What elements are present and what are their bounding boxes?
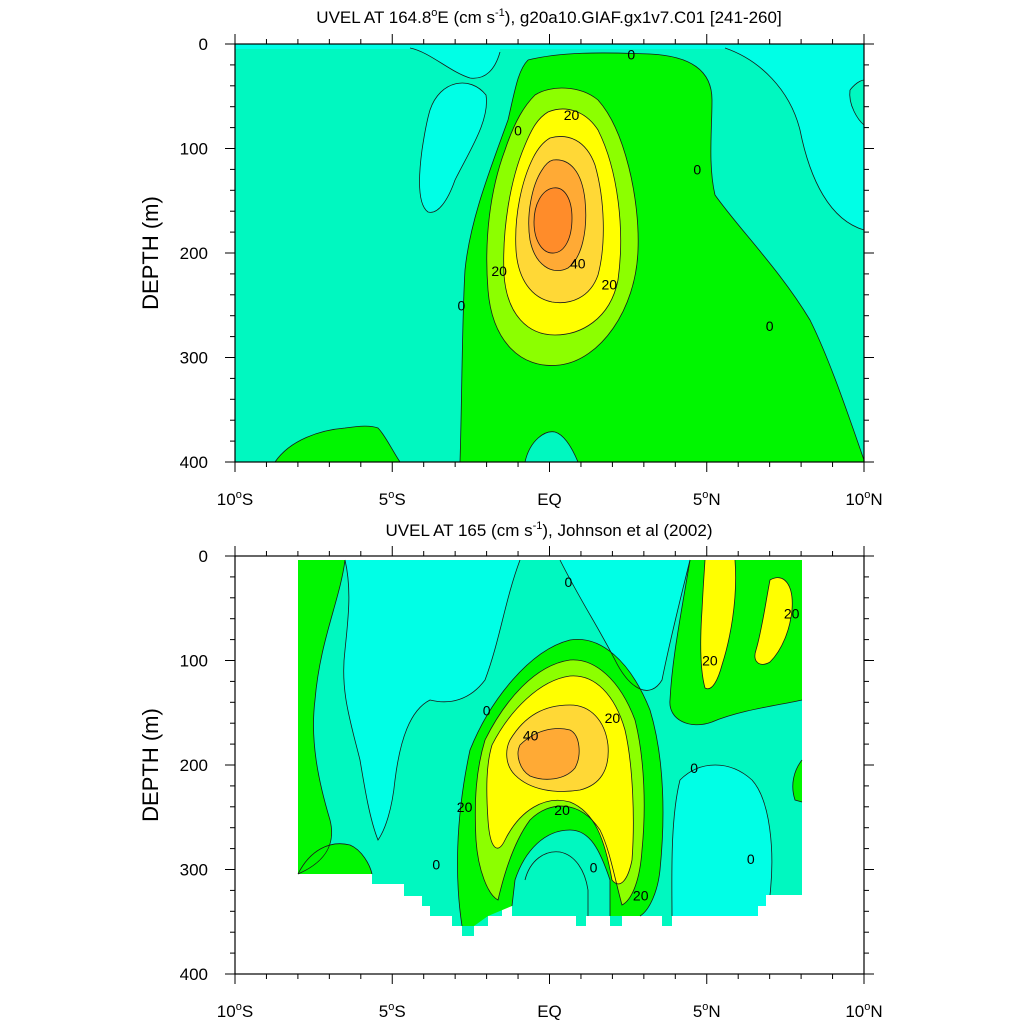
panel-1-plot-area: 0 0 20 0 20 40 20 0 0 bbox=[235, 44, 865, 463]
contour-label: 40 bbox=[570, 255, 586, 271]
panel-2-region-neg-north bbox=[560, 560, 690, 691]
contour-label: 20 bbox=[605, 710, 621, 726]
panel-1-region-east-pocket bbox=[849, 80, 864, 125]
x-tick-label: EQ bbox=[537, 1002, 562, 1021]
contour-label: 0 bbox=[690, 760, 698, 776]
x-tick-label: 10oS bbox=[217, 1001, 253, 1021]
panel-2-x-axis: 10oS 5oS EQ 5oN 10oN bbox=[217, 546, 883, 1021]
panel-2-contour-labels: 0 20 20 0 40 20 0 20 20 0 0 0 20 bbox=[432, 574, 799, 904]
y-tick-label: 300 bbox=[180, 861, 208, 880]
y-tick-label: 200 bbox=[180, 244, 208, 263]
panel-1-region-neg-top bbox=[410, 48, 500, 79]
y-tick-label: 200 bbox=[180, 756, 208, 775]
contour-label: 20 bbox=[601, 276, 617, 292]
contour-label: 0 bbox=[693, 161, 701, 177]
panel-2: UVEL AT 165 (cm s-1), Johnson et al (200… bbox=[138, 520, 883, 1021]
panel-1-x-axis: 10oS 5oS EQ 5oN 10oN bbox=[217, 34, 883, 509]
panel-2-region-east-yellow bbox=[700, 560, 736, 689]
panel-2-region-lower-center bbox=[512, 851, 588, 926]
y-tick-label: 0 bbox=[199, 35, 208, 54]
panel-2-region-east-edge bbox=[792, 760, 802, 802]
panel-1-contour-labels: 0 0 20 0 20 40 20 0 0 bbox=[458, 46, 774, 334]
contour-label: 0 bbox=[458, 297, 466, 313]
x-tick-label: 10oS bbox=[217, 489, 253, 509]
x-tick-label: 5oN bbox=[693, 1001, 721, 1021]
contour-label: 0 bbox=[564, 574, 572, 590]
contour-label: 0 bbox=[483, 703, 491, 719]
panel-1-region-core bbox=[534, 187, 572, 254]
panel-2-region-west-green bbox=[298, 560, 345, 874]
panel-1-y-axis-label: DEPTH (m) bbox=[138, 196, 163, 310]
panel-2-region-neg-west bbox=[343, 560, 520, 840]
panel-2-y-axis-label: DEPTH (m) bbox=[138, 708, 163, 822]
y-tick-label: 400 bbox=[180, 453, 208, 472]
x-tick-label: 5oS bbox=[379, 1001, 406, 1021]
y-tick-label: 100 bbox=[180, 652, 208, 671]
y-tick-label: 300 bbox=[180, 349, 208, 368]
panel-2-region-neg-east bbox=[671, 765, 772, 916]
contour-label: 0 bbox=[627, 46, 635, 62]
contour-label: 20 bbox=[491, 263, 507, 279]
x-tick-label: 5oN bbox=[693, 489, 721, 509]
contour-label: 0 bbox=[747, 851, 755, 867]
panel-2-contours bbox=[297, 559, 803, 927]
y-tick-label: 400 bbox=[180, 965, 208, 984]
panel-2-plot-area: 0 20 20 0 40 20 0 20 20 0 0 0 20 bbox=[297, 559, 803, 936]
panel-1-region-neg-east bbox=[725, 48, 864, 230]
panel-2-title: UVEL AT 165 (cm s-1), Johnson et al (200… bbox=[386, 520, 713, 540]
panel-1-region-bottom-west bbox=[275, 426, 400, 462]
panel-1-contours bbox=[274, 47, 865, 463]
panel-2-region-jet-40-50 bbox=[518, 728, 580, 780]
x-tick-label: 10oN bbox=[845, 489, 882, 509]
contour-label: 20 bbox=[702, 653, 718, 669]
contour-label: 20 bbox=[457, 799, 473, 815]
contour-label: 0 bbox=[766, 318, 774, 334]
contour-label: 0 bbox=[432, 856, 440, 872]
contour-label: 0 bbox=[514, 123, 522, 139]
x-tick-label: 5oS bbox=[379, 489, 406, 509]
contour-label: 20 bbox=[784, 605, 800, 621]
panel-1-region-neg-west bbox=[419, 83, 487, 213]
x-tick-label: EQ bbox=[537, 490, 562, 509]
y-tick-label: 0 bbox=[199, 547, 208, 566]
contour-label: 40 bbox=[523, 728, 539, 744]
panel-2-region-lower-west bbox=[298, 843, 372, 874]
panel-1-region-neg-surface bbox=[235, 44, 864, 49]
panel-1-title: UVEL AT 164.8oE (cm s-1), g20a10.GIAF.gx… bbox=[316, 7, 781, 27]
contour-label: 20 bbox=[633, 888, 649, 904]
contour-label: 0 bbox=[590, 859, 598, 875]
x-tick-label: 10oN bbox=[845, 1001, 882, 1021]
y-tick-label: 100 bbox=[180, 140, 208, 159]
contour-label: 20 bbox=[554, 802, 570, 818]
panel-1: UVEL AT 164.8oE (cm s-1), g20a10.GIAF.gx… bbox=[138, 7, 883, 509]
contour-label: 20 bbox=[564, 107, 580, 123]
